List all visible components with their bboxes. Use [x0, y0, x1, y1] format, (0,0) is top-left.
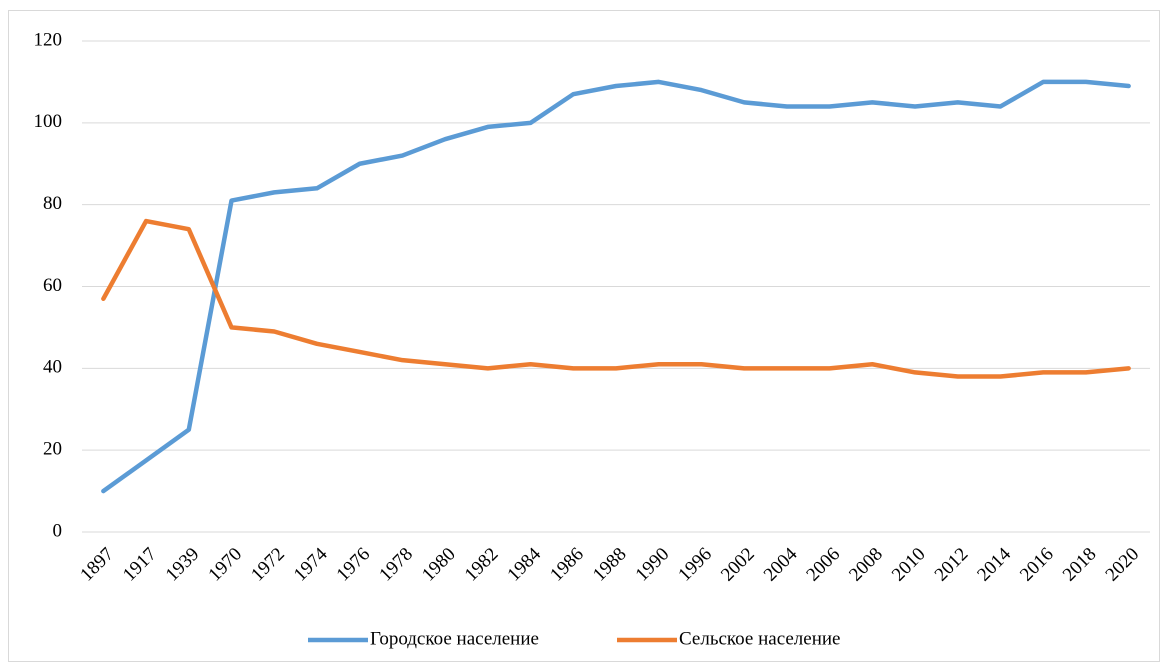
- y-tick-label: 120: [34, 29, 63, 50]
- chart-border: [8, 10, 1160, 662]
- y-tick-label: 100: [34, 111, 63, 132]
- y-tick-label: 80: [43, 193, 62, 214]
- line: [101, 218, 1131, 379]
- legend-label: Городское население: [370, 628, 539, 649]
- y-tick-label: 20: [43, 439, 62, 460]
- y-tick-label: 60: [43, 275, 62, 296]
- legend-label: Сельское население: [679, 628, 840, 649]
- line: [101, 79, 1131, 494]
- y-tick-label: 0: [53, 520, 63, 541]
- y-tick-label: 40: [43, 357, 62, 378]
